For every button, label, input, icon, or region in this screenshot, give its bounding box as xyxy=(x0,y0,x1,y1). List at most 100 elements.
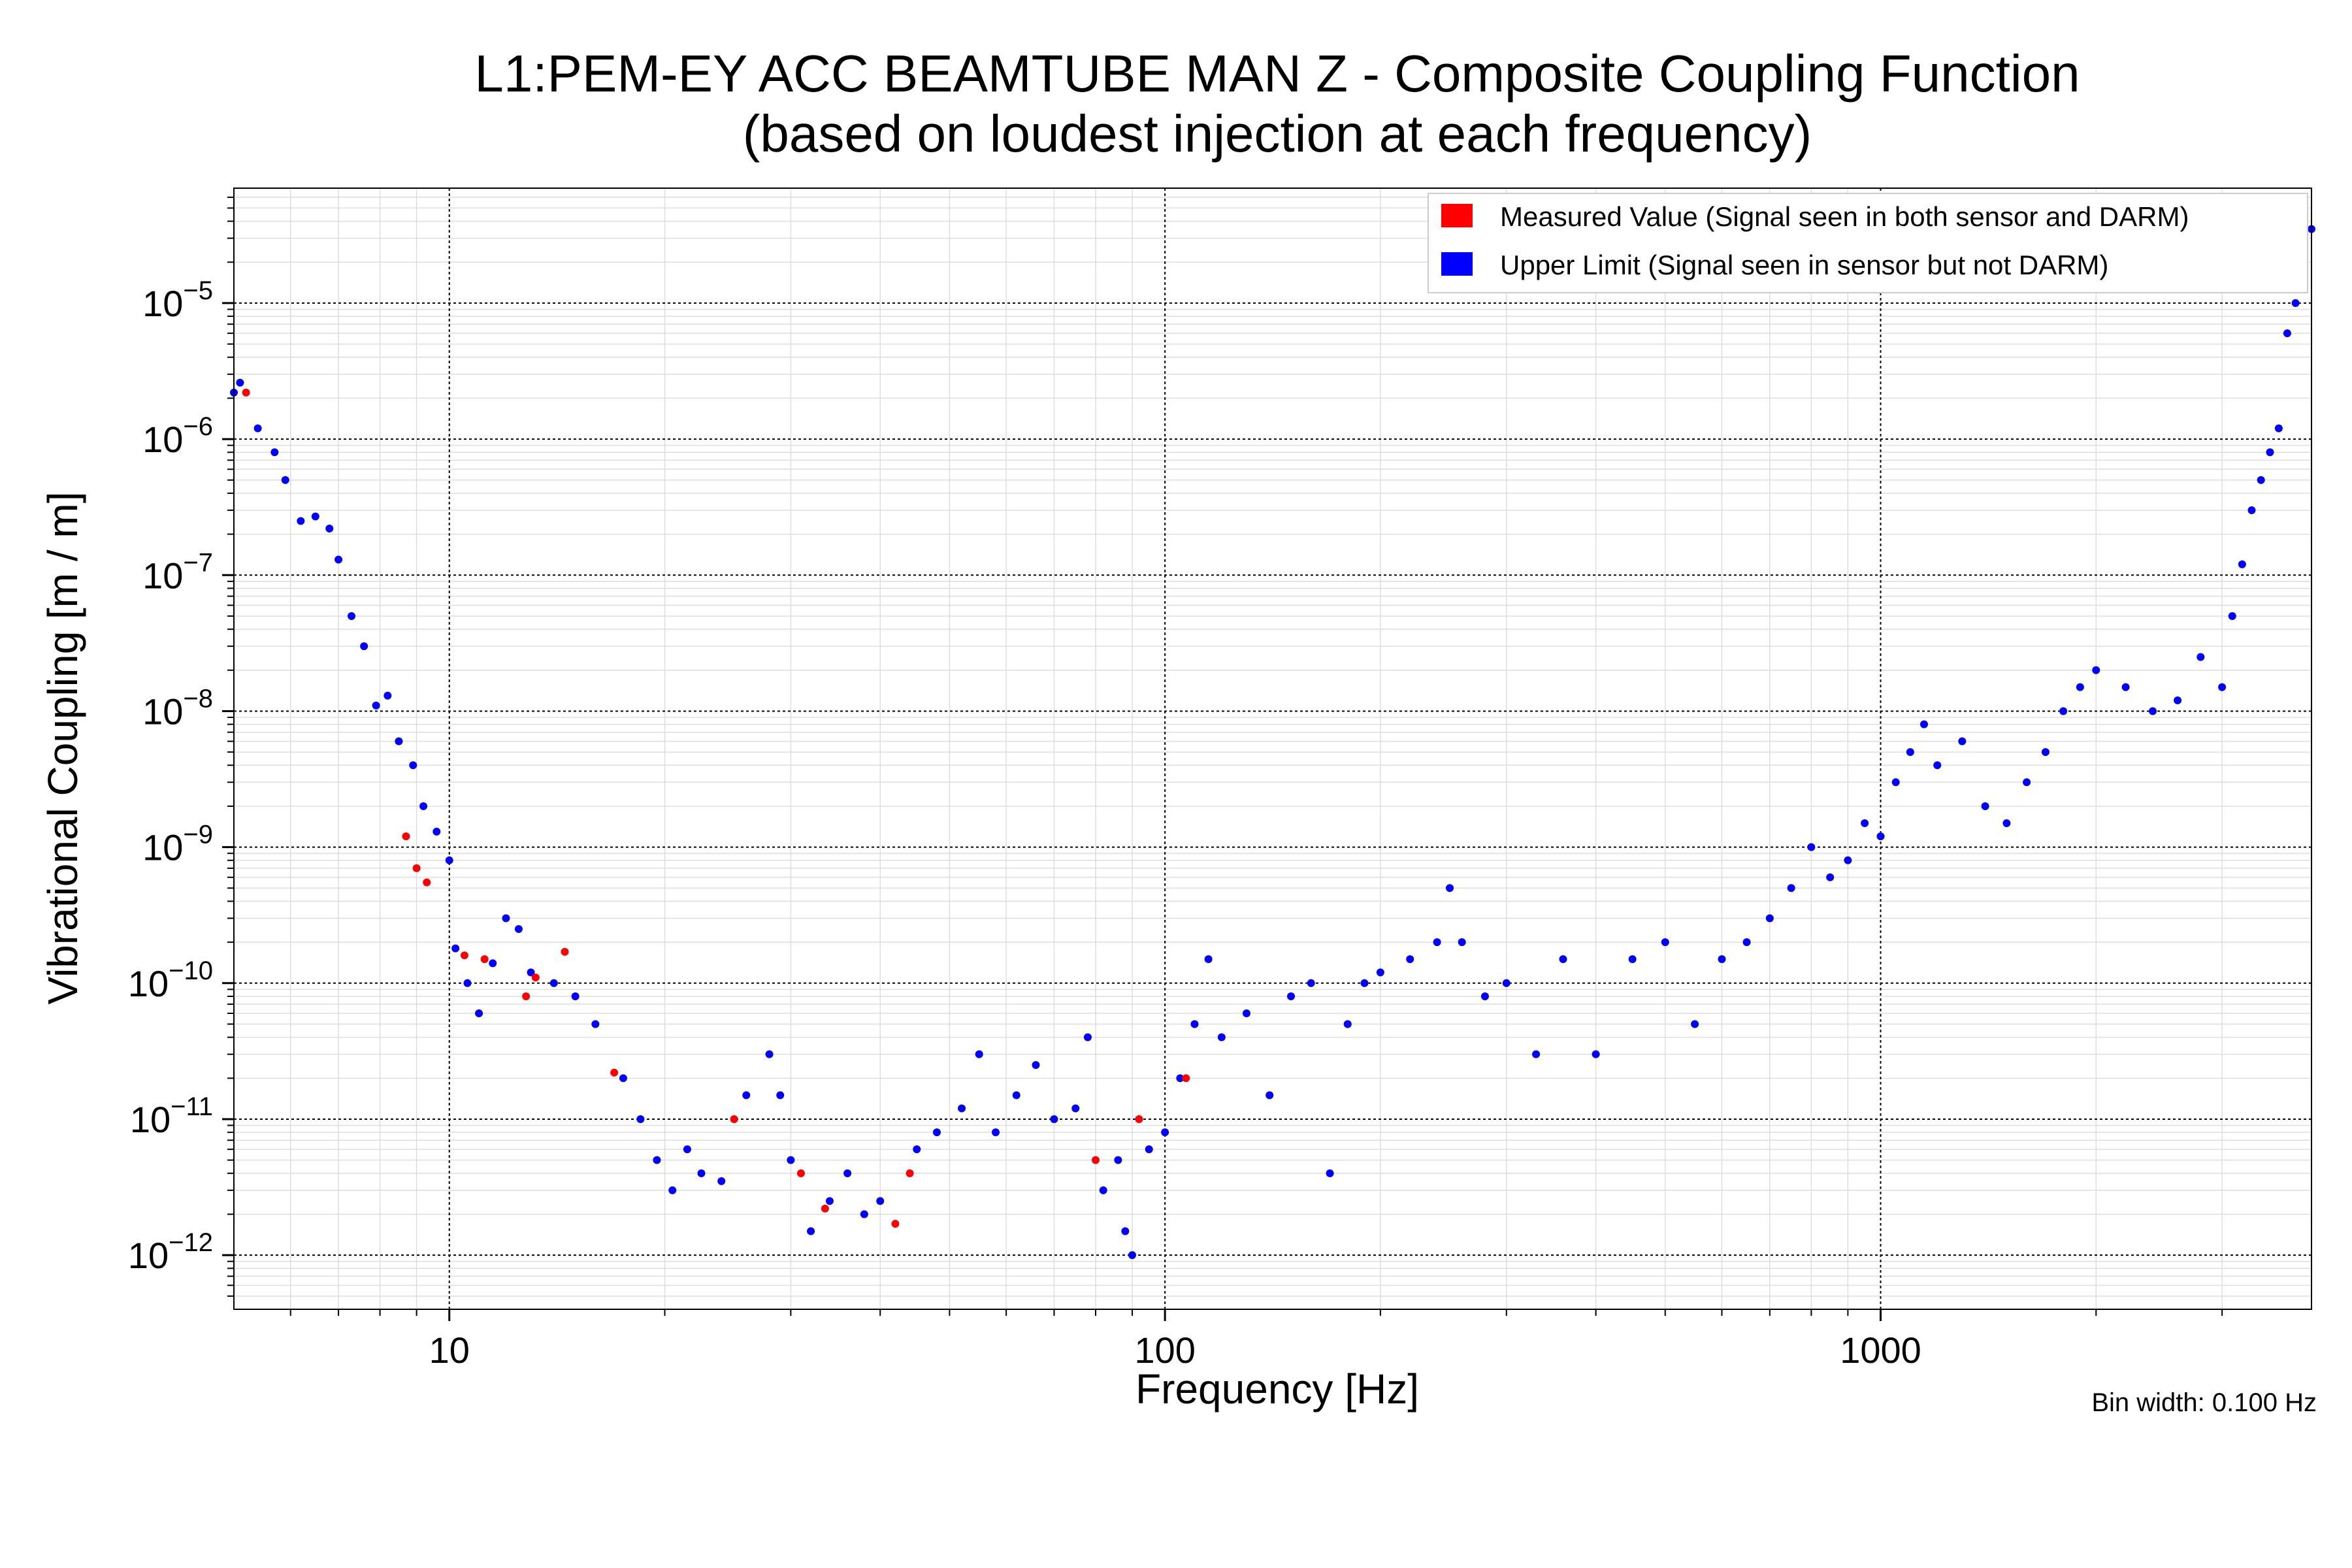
upper-limit-point xyxy=(2283,329,2291,338)
upper-limit-point xyxy=(1742,938,1751,947)
x-axis-label: Frequency [Hz] xyxy=(1135,1365,1419,1413)
upper-limit-point xyxy=(2238,560,2246,568)
upper-limit-point xyxy=(1050,1115,1058,1123)
upper-limit-point xyxy=(1661,938,1669,947)
upper-limit-point xyxy=(619,1074,627,1083)
upper-limit-point xyxy=(913,1145,921,1154)
upper-limit-point xyxy=(384,691,392,700)
upper-limit-point xyxy=(1958,737,1967,745)
upper-limit-point xyxy=(1406,955,1414,964)
upper-limit-point xyxy=(1217,1033,1226,1041)
upper-limit-point xyxy=(463,979,472,987)
upper-limit-point xyxy=(1906,748,1914,757)
upper-limit-point xyxy=(1592,1050,1600,1058)
upper-limit-point xyxy=(1376,968,1384,977)
x-tick-label: 1000 xyxy=(1840,1330,1921,1371)
upper-limit-point xyxy=(1071,1104,1080,1113)
upper-limit-point xyxy=(395,737,403,745)
measured-point xyxy=(1182,1074,1190,1083)
upper-limit-point xyxy=(1190,1020,1199,1028)
upper-limit-point xyxy=(527,968,535,977)
upper-limit-point xyxy=(489,959,497,968)
upper-limit-point xyxy=(1691,1020,1699,1028)
y-tick-label: 10−9 xyxy=(142,821,213,868)
upper-limit-point xyxy=(433,827,441,836)
upper-limit-point xyxy=(1032,1061,1040,1070)
upper-limit-point xyxy=(668,1186,677,1194)
upper-limit-point xyxy=(683,1145,691,1154)
upper-limit-point xyxy=(1204,955,1213,964)
upper-limit-point xyxy=(1458,938,1466,947)
legend: Measured Value (Signal seen in both sens… xyxy=(1428,193,2308,293)
measured-point xyxy=(423,878,431,887)
upper-limit-point xyxy=(1718,955,1726,964)
upper-limit-point xyxy=(1765,914,1774,923)
upper-limit-point xyxy=(876,1197,885,1205)
series-upper-limit xyxy=(230,225,2315,1260)
upper-limit-point xyxy=(372,701,380,710)
legend-label-upper-limit: Upper Limit (Signal seen in sensor but n… xyxy=(1500,250,2108,280)
upper-limit-point xyxy=(765,1050,774,1058)
upper-limit-point xyxy=(1114,1156,1122,1164)
upper-limit-point xyxy=(2002,819,2011,827)
upper-limit-point xyxy=(787,1156,795,1164)
measured-point xyxy=(821,1204,829,1213)
upper-limit-point xyxy=(1844,856,1852,864)
measured-point xyxy=(460,951,468,960)
upper-limit-point xyxy=(1480,992,1489,1000)
upper-limit-point xyxy=(1446,884,1454,892)
measured-point xyxy=(796,1169,805,1177)
upper-limit-point xyxy=(2121,683,2130,691)
upper-limit-point xyxy=(932,1128,941,1137)
y-tick-label: 10−7 xyxy=(142,548,213,596)
measured-point xyxy=(412,864,421,872)
y-tick-label: 10−11 xyxy=(130,1092,213,1140)
upper-limit-point xyxy=(697,1169,706,1177)
series-layer xyxy=(230,225,2315,1260)
upper-limit-point xyxy=(2023,778,2031,787)
upper-limit-point xyxy=(502,914,510,923)
upper-limit-point xyxy=(335,555,343,564)
upper-limit-point xyxy=(1360,979,1369,987)
upper-limit-point xyxy=(325,524,334,532)
upper-limit-point xyxy=(409,761,417,770)
upper-limit-point xyxy=(1920,720,1929,728)
upper-limit-point xyxy=(2041,748,2050,757)
upper-limit-point xyxy=(571,992,580,1000)
upper-limit-point xyxy=(1532,1050,1541,1058)
measured-point xyxy=(1091,1156,1100,1164)
upper-limit-point xyxy=(1433,938,1441,947)
measured-point xyxy=(906,1169,914,1177)
upper-limit-point xyxy=(549,979,558,987)
upper-limit-point xyxy=(1343,1020,1352,1028)
upper-limit-point xyxy=(843,1169,852,1177)
legend-box xyxy=(1428,193,2308,293)
y-axis-ticks: 10−12 10−11 10−10 10−9 10−8 10−7 10−6 10−5 xyxy=(128,196,234,1297)
measured-point xyxy=(402,832,410,841)
measured-point xyxy=(610,1068,619,1077)
upper-limit-point xyxy=(1826,873,1835,881)
upper-limit-point xyxy=(1287,992,1296,1000)
upper-limit-point xyxy=(717,1177,726,1185)
x-tick-label: 10 xyxy=(429,1330,470,1371)
upper-limit-point xyxy=(253,424,262,433)
y-tick-label: 10−6 xyxy=(142,412,213,460)
measured-point xyxy=(522,992,531,1000)
upper-limit-point xyxy=(1176,1074,1184,1083)
grid-minor xyxy=(234,188,2311,1309)
upper-limit-point xyxy=(1876,832,1885,841)
upper-limit-point xyxy=(1128,1251,1137,1260)
upper-limit-point xyxy=(360,642,368,651)
grid-major xyxy=(234,188,2311,1309)
upper-limit-point xyxy=(2228,612,2236,620)
measured-point xyxy=(891,1220,900,1228)
upper-limit-point xyxy=(975,1050,983,1058)
upper-limit-point xyxy=(1502,979,1511,987)
upper-limit-point xyxy=(1099,1186,1107,1194)
upper-limit-point xyxy=(348,612,356,620)
upper-limit-point xyxy=(1807,843,1816,851)
upper-limit-point xyxy=(636,1115,645,1123)
upper-limit-point xyxy=(807,1227,815,1235)
x-axis-ticks: 10 100 1000 xyxy=(289,1309,2223,1371)
